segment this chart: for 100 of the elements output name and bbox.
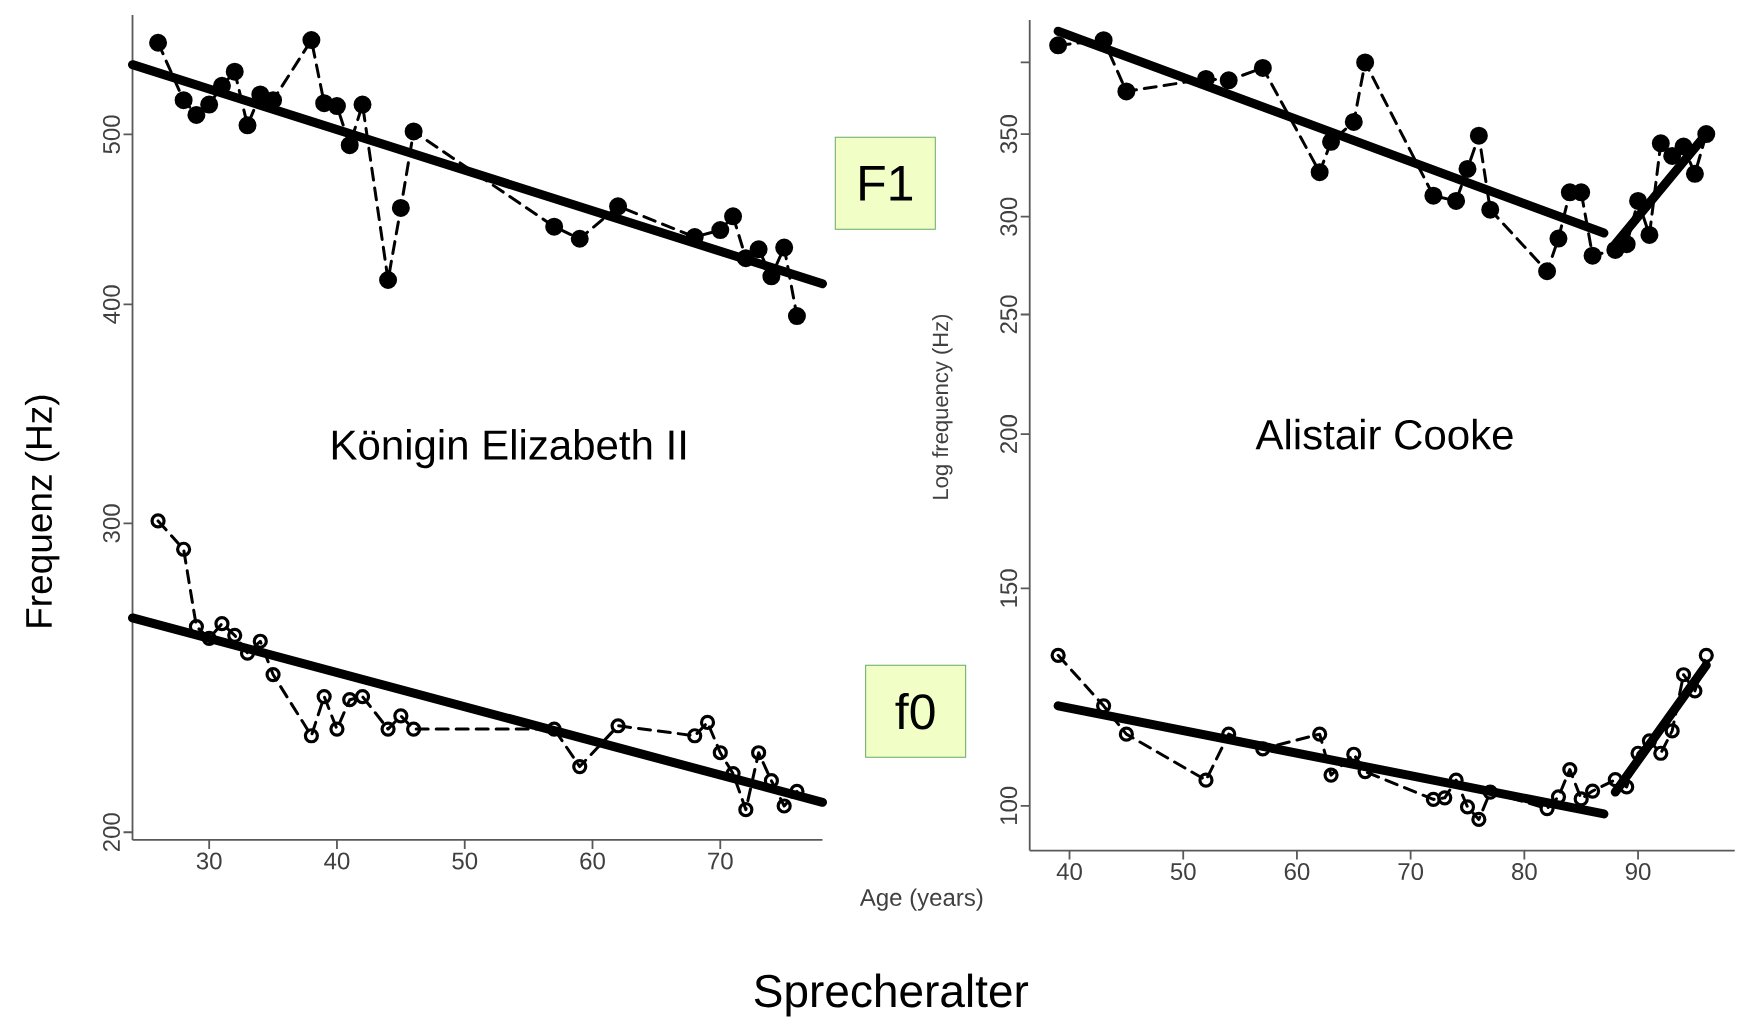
y-tick-label: 200 <box>102 813 120 852</box>
point <box>1697 125 1716 144</box>
x-tick-label: 80 <box>1512 863 1537 881</box>
point <box>1663 146 1682 165</box>
point <box>380 721 396 737</box>
point <box>1469 126 1488 145</box>
point <box>610 718 626 734</box>
point <box>1346 746 1362 762</box>
y-axis-title: Log frequency (Hz) <box>932 314 953 499</box>
point <box>379 271 398 289</box>
point <box>149 33 168 52</box>
x-axis-title: Age (years) <box>859 888 983 911</box>
point <box>1619 779 1635 795</box>
point <box>1096 698 1112 714</box>
point <box>393 708 409 724</box>
point <box>1458 159 1477 178</box>
point <box>342 692 358 708</box>
point <box>406 721 422 737</box>
point <box>1356 53 1375 72</box>
point <box>404 122 423 141</box>
point <box>340 136 359 155</box>
point <box>570 229 589 248</box>
point <box>1562 761 1578 778</box>
y-tick-label: 350 <box>1000 115 1018 154</box>
point <box>316 688 332 705</box>
point <box>176 541 192 557</box>
point <box>1344 112 1363 131</box>
point <box>776 798 792 814</box>
y-tick-label: 100 <box>1000 786 1018 825</box>
y-axis-title: Frequenz (Hz) <box>24 395 60 627</box>
x-tick-label: 40 <box>324 852 350 870</box>
point <box>1685 164 1704 183</box>
point <box>609 197 628 216</box>
point <box>174 91 193 110</box>
point <box>1549 229 1568 248</box>
point <box>572 758 588 775</box>
point <box>214 616 230 632</box>
point <box>200 95 219 114</box>
x-axis-title: Sprecheralter <box>754 973 1029 1017</box>
text: f0 <box>895 692 935 730</box>
point <box>1118 726 1134 742</box>
point <box>303 728 319 744</box>
point <box>711 221 730 240</box>
point <box>1117 82 1136 101</box>
x-tick-label: 50 <box>1170 863 1196 881</box>
point <box>1584 783 1601 799</box>
x-tick-label: 90 <box>1625 863 1651 881</box>
point <box>225 62 244 81</box>
point <box>1050 647 1066 663</box>
point <box>187 105 206 124</box>
point <box>775 238 794 257</box>
point <box>1219 71 1238 90</box>
point <box>699 714 716 731</box>
point <box>736 249 755 268</box>
point <box>712 745 728 761</box>
point <box>1312 726 1328 742</box>
point <box>1664 723 1680 739</box>
point <box>1459 799 1476 815</box>
text: Alistair Cooke <box>1255 418 1513 450</box>
x-tick-label: 60 <box>580 852 605 870</box>
point <box>227 627 243 643</box>
x-tick-label: 30 <box>196 852 222 870</box>
y-tick-label: 300 <box>1000 197 1018 236</box>
point <box>545 217 564 236</box>
point <box>1424 186 1443 205</box>
point <box>1322 132 1341 151</box>
y-tick-label: 500 <box>102 115 120 154</box>
point <box>238 116 257 135</box>
y-tick-label: 400 <box>102 285 120 324</box>
point <box>1583 246 1602 265</box>
x-tick-label: 50 <box>452 852 478 870</box>
point <box>329 721 345 737</box>
point <box>353 95 372 114</box>
point <box>354 688 371 705</box>
point <box>1198 772 1214 788</box>
text: F1 <box>860 166 913 201</box>
point <box>1607 772 1623 788</box>
point <box>1651 134 1670 153</box>
point <box>1447 191 1466 210</box>
point <box>1310 163 1329 182</box>
point <box>724 207 743 226</box>
y-tick-label: 250 <box>1000 295 1018 334</box>
point <box>327 97 346 116</box>
point <box>751 745 767 761</box>
point <box>1674 137 1693 156</box>
point <box>1049 36 1068 55</box>
point <box>1698 647 1714 663</box>
x-tick-label: 70 <box>1398 863 1424 881</box>
point <box>391 198 410 217</box>
point <box>1323 767 1339 783</box>
point <box>1425 791 1441 808</box>
point <box>150 513 166 529</box>
point <box>252 633 268 649</box>
point <box>738 802 754 818</box>
point <box>1629 191 1648 210</box>
point <box>787 307 806 326</box>
point <box>749 240 768 259</box>
x-tick-label: 40 <box>1056 863 1082 881</box>
text: Königin Elizabeth II <box>332 429 686 469</box>
y-tick-label: 200 <box>1000 415 1018 453</box>
